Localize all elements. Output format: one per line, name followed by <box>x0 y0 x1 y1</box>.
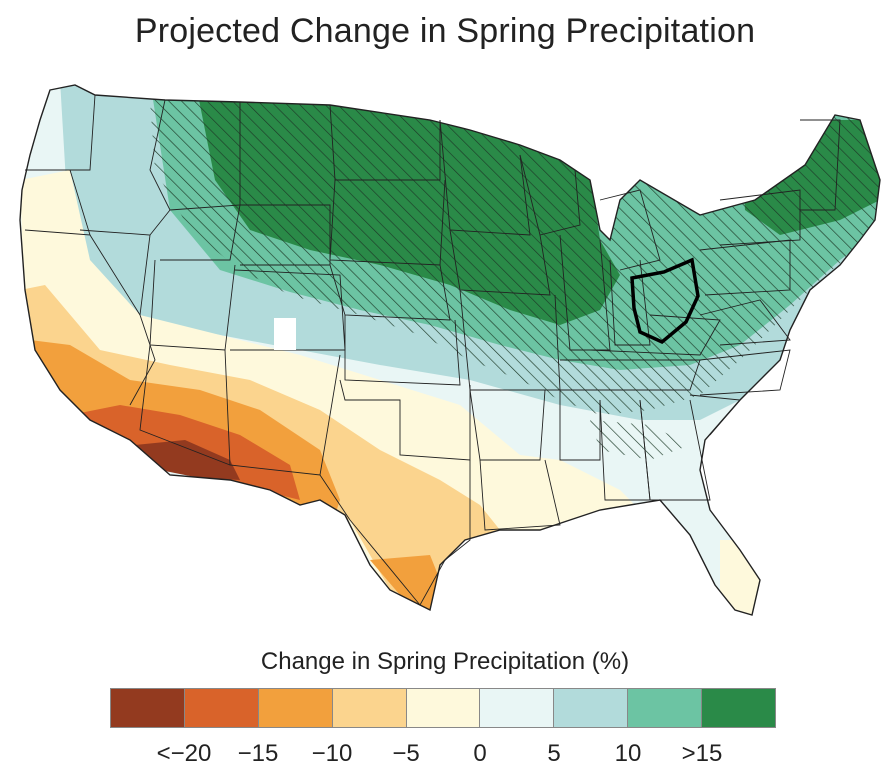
legend-tick-label: −15 <box>237 740 279 767</box>
legend-tick-label: >15 <box>681 740 723 767</box>
us-outline <box>19 84 881 616</box>
kansas <box>344 315 461 386</box>
map-title: Projected Change in Spring Precipitation <box>134 12 756 50</box>
hatched-significance-south <box>590 420 690 460</box>
wyoming-box <box>240 204 331 266</box>
legend-tick-label: <−20 <box>156 740 212 767</box>
wyoming <box>160 204 241 261</box>
oklahoma <box>339 379 471 461</box>
band-0-5 <box>20 170 640 605</box>
legend-tick-label: 10 <box>614 740 642 767</box>
legend-tick-labels: <−20 −15 −10 −5 0 5 10 >15 <box>0 740 890 770</box>
mississippi <box>559 390 601 461</box>
us-map-svg <box>19 84 881 616</box>
legend-swatch-1 <box>111 689 185 727</box>
pennsylvania <box>699 239 791 296</box>
legend-tick-label: −10 <box>311 740 353 767</box>
south-dakota <box>329 179 446 266</box>
legend-swatch-5 <box>406 689 481 727</box>
ca-nv-border <box>89 234 156 406</box>
louisiana <box>479 459 561 531</box>
legend-swatch-4 <box>332 689 407 727</box>
south-carolina <box>689 394 741 436</box>
north-dakota <box>329 104 441 181</box>
new-mexico <box>224 349 341 476</box>
legend-color-bar <box>110 688 776 728</box>
maine-nh <box>800 119 841 211</box>
utah <box>149 259 236 351</box>
legend-title: Change in Spring Precipitation (%) <box>260 648 630 675</box>
arkansas <box>469 389 546 461</box>
legend-swatch-2 <box>184 689 259 727</box>
nebraska <box>329 264 451 321</box>
legend-swatch-7 <box>554 689 629 727</box>
wa-or-border <box>25 94 96 171</box>
north-carolina <box>699 349 791 396</box>
wisconsin <box>519 154 581 236</box>
virginia <box>699 299 791 346</box>
utah-missing-data <box>274 318 296 350</box>
state-boundaries <box>24 94 841 606</box>
georgia <box>639 399 711 501</box>
precipitation-map <box>0 60 890 640</box>
color-bands <box>20 85 880 615</box>
iowa <box>449 229 551 296</box>
kentucky <box>589 314 721 356</box>
tennessee <box>560 359 701 391</box>
missouri <box>459 289 561 391</box>
legend-tick-label: −5 <box>392 740 420 767</box>
arizona <box>139 344 231 466</box>
legend-swatch-6 <box>480 689 555 727</box>
michigan <box>599 189 661 271</box>
legend-tick-label: 0 <box>473 740 487 767</box>
legend-tick-label: 5 <box>547 740 561 767</box>
texas <box>319 460 471 606</box>
legend-swatch-9 <box>702 689 776 727</box>
ohio-highlight <box>630 257 700 345</box>
new-york <box>719 189 801 246</box>
minnesota <box>439 119 531 236</box>
band-minus-10-5-texas <box>370 555 440 612</box>
idaho-border <box>149 99 171 236</box>
indiana <box>609 259 651 346</box>
legend-swatch-3 <box>258 689 333 727</box>
legend-swatch-8 <box>628 689 703 727</box>
